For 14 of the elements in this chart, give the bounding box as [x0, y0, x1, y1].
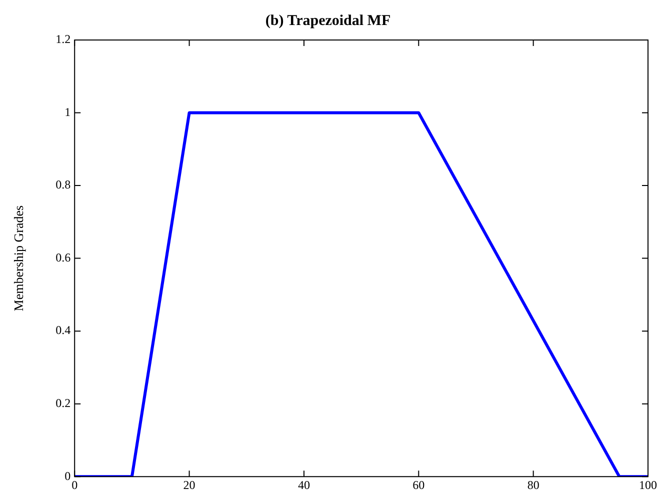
y-tick-label: 1 [64, 104, 71, 119]
x-tick-label: 40 [298, 478, 310, 492]
y-tick-label: 1.2 [56, 32, 71, 46]
x-tick-label: 80 [527, 478, 540, 492]
y-tick-label: 0.4 [56, 323, 71, 338]
chart-title: (b) Trapezoidal MF [265, 12, 391, 29]
x-tick-label: 20 [183, 478, 196, 492]
y-tick-label: 0 [64, 468, 71, 483]
x-tick-label: 60 [412, 478, 425, 492]
y-tick-label: 0.6 [56, 250, 71, 264]
y-axis-title: Membership Grades [11, 205, 26, 312]
y-tick-label: 0.2 [56, 396, 71, 410]
x-tick-label: 100 [639, 478, 657, 492]
y-tick-label: 0.8 [56, 178, 71, 192]
